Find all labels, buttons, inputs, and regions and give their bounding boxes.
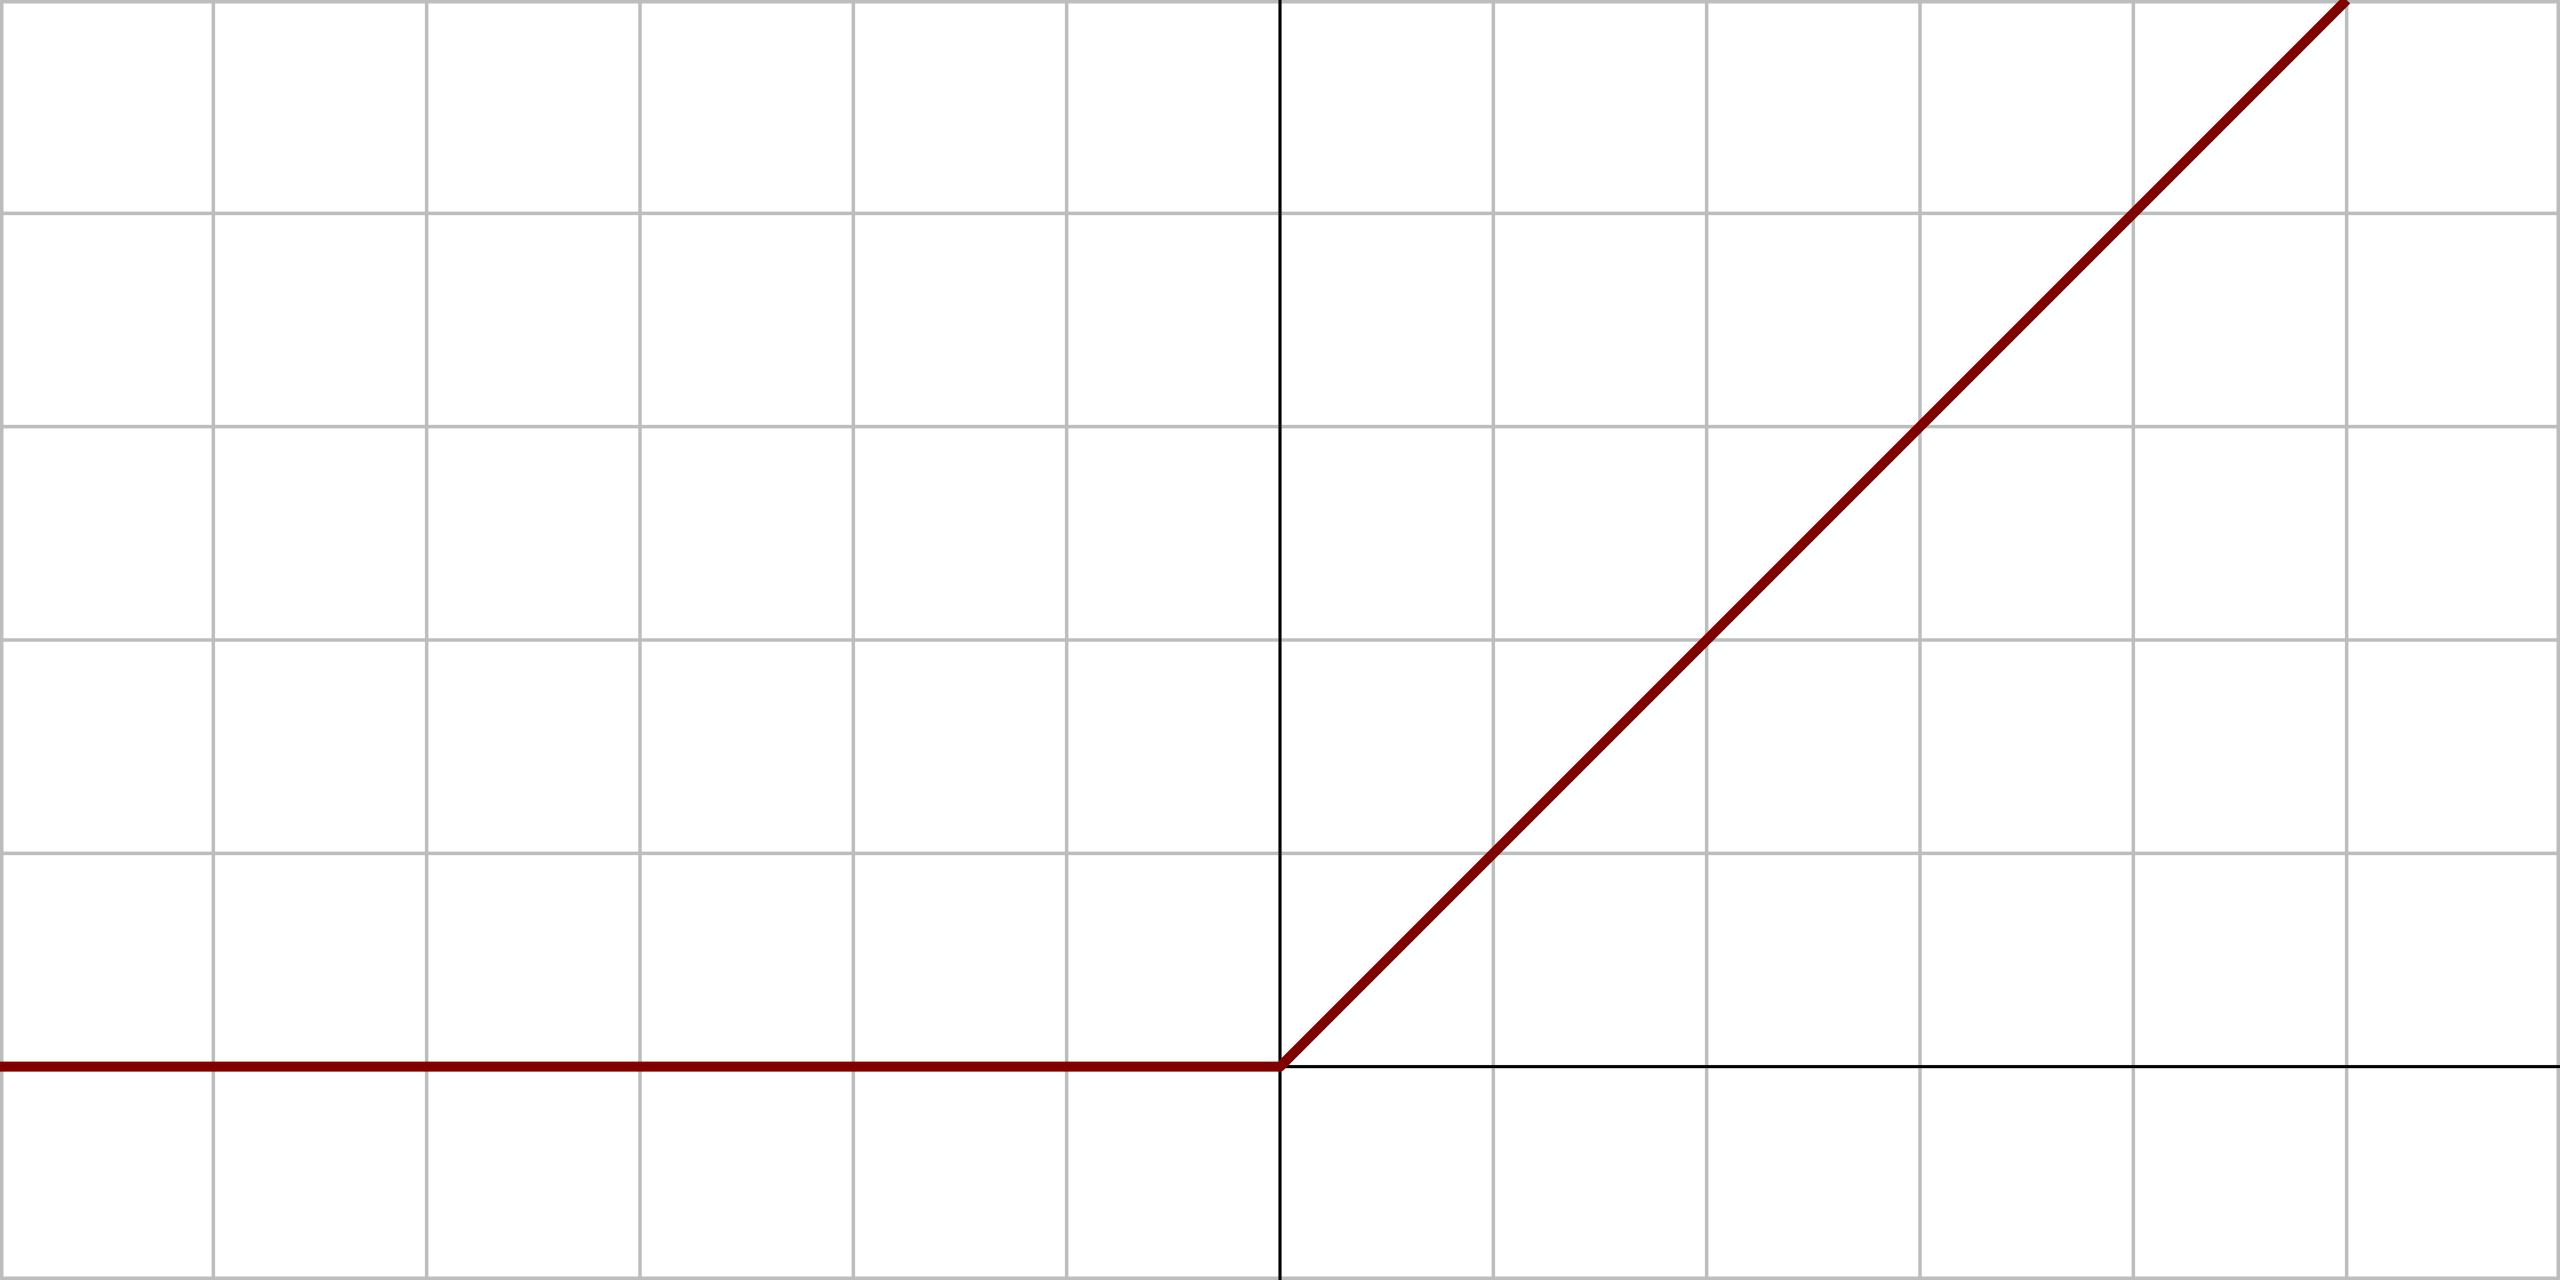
series-group: [0, 0, 2351, 1072]
series-line: [0, 0, 2351, 1072]
